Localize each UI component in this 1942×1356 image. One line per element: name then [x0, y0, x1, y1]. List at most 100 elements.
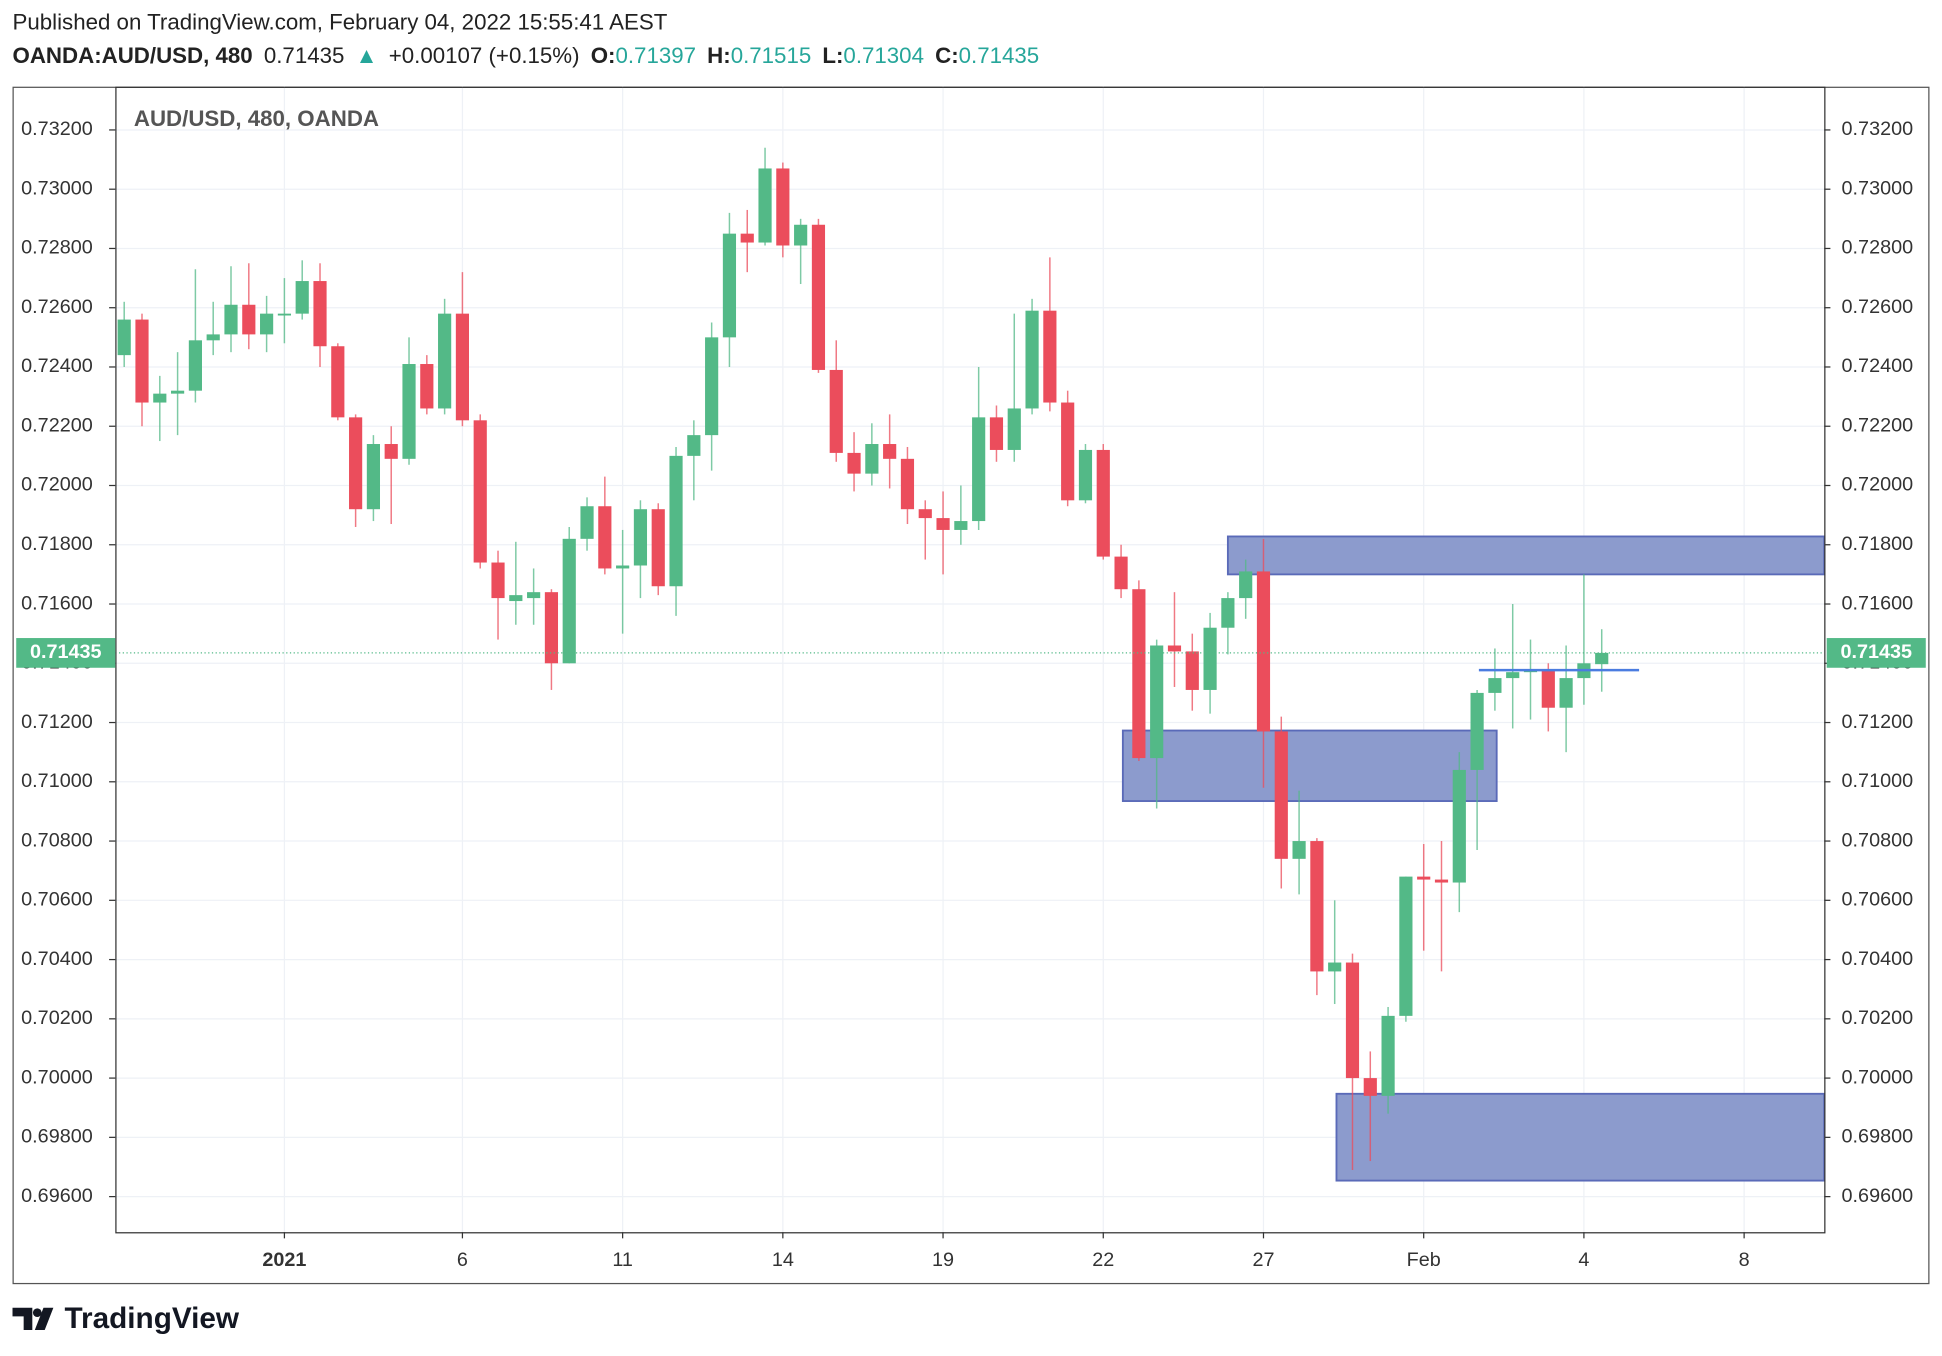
y2-tick-label: 0.69600 — [1842, 1185, 1914, 1207]
ohlc-value: 0.71397 — [615, 43, 696, 68]
candle-body — [1185, 651, 1199, 690]
candle-body — [1470, 692, 1484, 770]
candle-body — [1043, 310, 1057, 403]
candle-body — [989, 417, 1004, 450]
candle-body — [1381, 1015, 1395, 1096]
last-price-badge-left — [16, 638, 116, 668]
y-tick-label: 0.73000 — [21, 177, 93, 199]
candle-body — [1434, 879, 1449, 883]
zone — [1121, 729, 1498, 802]
candle-body — [1150, 645, 1164, 759]
candle-body — [598, 506, 612, 569]
x-tick-label: 2021 — [262, 1249, 306, 1271]
candle-body — [260, 313, 274, 335]
candle-body — [1506, 672, 1520, 679]
candle-body — [1221, 598, 1235, 628]
candle-body — [811, 224, 826, 370]
ohlc-value: 0.71304 — [843, 43, 924, 68]
candle-body — [740, 233, 754, 243]
candle-body — [384, 444, 398, 459]
x-tick-label: 27 — [1252, 1249, 1274, 1271]
candle-body — [794, 224, 808, 246]
y2-tick-label: 0.72000 — [1842, 474, 1914, 496]
last-price-badge-right — [1826, 638, 1926, 668]
candle-body — [865, 444, 879, 474]
plot: 0.69600 0.69600 0.69800 0.69800 0.70000 0.700… — [21, 86, 1914, 1271]
candle-body — [1310, 841, 1324, 972]
candle-body — [527, 592, 541, 599]
candle-body — [509, 595, 523, 602]
candle-body — [1203, 627, 1217, 690]
y-tick-label: 0.70200 — [21, 1007, 93, 1029]
candle-body — [1167, 645, 1182, 652]
candle-body — [331, 346, 345, 418]
ohlc-label: H: — [707, 43, 731, 68]
logo — [12, 1307, 54, 1330]
candle-body — [1025, 310, 1039, 409]
zone — [1335, 1092, 1826, 1182]
y-tick-label: 0.69600 — [21, 1185, 93, 1207]
y-tick-label: 0.70800 — [21, 829, 93, 851]
candle-body — [972, 417, 986, 522]
candle-body — [420, 364, 434, 409]
candle-body — [171, 390, 185, 394]
candle-body — [544, 592, 559, 664]
y-tick-label: 0.70000 — [21, 1066, 93, 1088]
candle-body — [1595, 652, 1609, 665]
change: +0.00107 (+0.15%) — [389, 43, 580, 68]
candle-body — [117, 319, 131, 356]
candle-body — [758, 168, 772, 243]
candle-body — [1417, 876, 1431, 880]
y2-tick-label: 0.70400 — [1842, 948, 1914, 970]
candle-body — [580, 506, 594, 539]
x-tick-label: 22 — [1092, 1249, 1114, 1271]
up-arrow: ▲ — [356, 43, 378, 68]
candle-body — [1132, 589, 1146, 759]
candle-body — [402, 364, 416, 459]
candle-body — [669, 455, 683, 587]
y2-tick-label: 0.73000 — [1842, 177, 1914, 199]
logo-dot — [32, 1308, 42, 1317]
candle-body — [1363, 1078, 1377, 1096]
candle-body — [1256, 571, 1271, 732]
candle-body — [153, 393, 167, 403]
last-quote: 0.71435 — [264, 43, 345, 68]
candle-body — [633, 509, 648, 566]
candle-body — [1078, 449, 1093, 501]
zone — [1226, 535, 1826, 576]
candle-body — [616, 565, 630, 569]
y-tick-label: 0.71800 — [21, 533, 93, 555]
candle-body — [277, 313, 291, 316]
y2-tick-label: 0.73200 — [1842, 118, 1914, 140]
last-price-label: 0.71435 — [30, 641, 102, 663]
candle-body — [1452, 769, 1466, 883]
candle-body — [1541, 669, 1555, 708]
candle-body — [722, 233, 737, 338]
candle-body — [313, 281, 327, 347]
plot-border — [115, 86, 1826, 1234]
candle-body — [188, 340, 202, 391]
ohlc-label: C: — [935, 43, 959, 68]
x-tick-label: 19 — [932, 1249, 954, 1271]
y-tick-label: 0.72600 — [21, 296, 93, 318]
candle-body — [349, 417, 363, 510]
y2-tick-label: 0.70600 — [1842, 889, 1914, 911]
y2-tick-label: 0.72400 — [1842, 355, 1914, 377]
logo-mark — [12, 1307, 54, 1330]
candle-body — [829, 369, 843, 453]
brand: TradingView — [65, 1302, 240, 1335]
candle-body — [1345, 962, 1360, 1079]
candle-body — [847, 452, 861, 474]
candle-body — [224, 304, 238, 335]
candle-body — [687, 435, 701, 456]
candle-body — [206, 334, 220, 341]
candle-body — [705, 337, 719, 436]
candle-body — [918, 509, 932, 519]
x-tick-label: 8 — [1739, 1249, 1750, 1271]
y-tick-label: 0.72200 — [21, 414, 93, 436]
candle-body — [883, 444, 897, 459]
candle-body — [455, 313, 470, 421]
y2-tick-label: 0.71000 — [1842, 770, 1914, 792]
candle-body — [473, 420, 487, 563]
symbol: OANDA:AUD/USD, 480 — [13, 43, 253, 68]
